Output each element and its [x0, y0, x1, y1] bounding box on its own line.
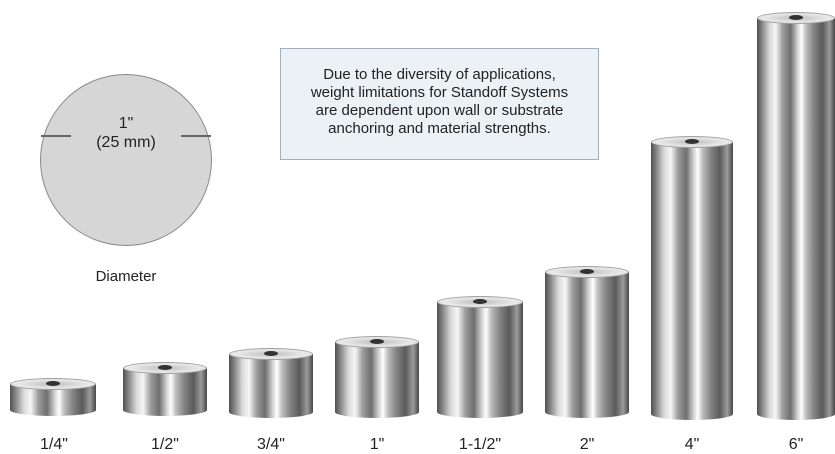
- size-label: 1-1/2": [458, 436, 502, 453]
- diameter-label: 1" (25 mm): [41, 114, 211, 152]
- diameter-line-left: [41, 135, 71, 137]
- size-label: 1/4": [40, 436, 68, 453]
- weight-note-box: Due to the diversity of applications, we…: [280, 48, 599, 160]
- standoff-one-inch: [335, 336, 419, 418]
- diameter-line-right: [181, 135, 211, 137]
- diameter-metric: (25 mm): [96, 134, 156, 151]
- size-label: 1/2": [151, 436, 179, 453]
- diameter-size: 1": [118, 115, 134, 132]
- note-line: Due to the diversity of applications,: [323, 66, 556, 83]
- size-label: 6": [788, 436, 804, 453]
- size-label: 4": [684, 436, 700, 453]
- standoff-two-inch: [545, 266, 629, 418]
- note-line: weight limitations for Standoff Systems: [310, 84, 569, 101]
- standoff-four-inch: [651, 136, 733, 420]
- diameter-caption: Diameter: [95, 268, 157, 285]
- standoff-three-quarter-inch: [229, 348, 313, 418]
- size-label: 1": [369, 436, 385, 453]
- size-label: 3/4": [257, 436, 285, 453]
- size-label: 2": [579, 436, 595, 453]
- note-line: are dependent upon wall or substrate: [315, 102, 564, 119]
- standoff-one-and-half-inch: [437, 296, 523, 418]
- standoff-quarter-inch: [10, 378, 96, 416]
- standoff-six-inch: [757, 12, 835, 420]
- note-line: anchoring and material strengths.: [328, 120, 551, 137]
- diameter-circle: 1" (25 mm): [40, 74, 212, 246]
- standoff-half-inch: [123, 362, 207, 416]
